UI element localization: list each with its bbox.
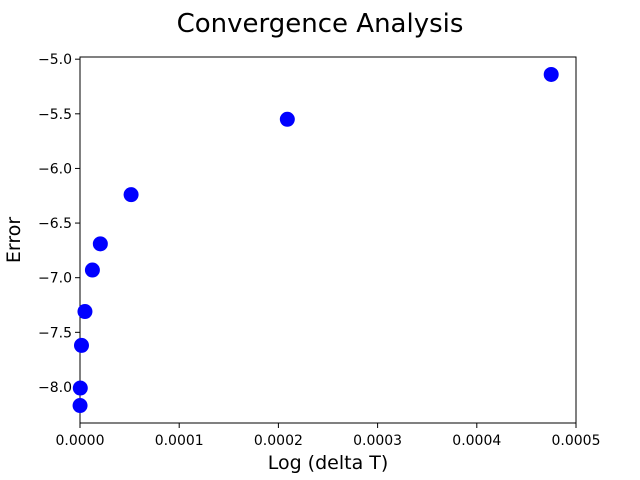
y-tick-label: −8.0 — [38, 380, 72, 396]
data-points — [72, 66, 559, 414]
scatter-point — [77, 304, 93, 320]
chart-title: Convergence Analysis — [177, 9, 464, 39]
y-tick-label: −7.5 — [38, 325, 72, 341]
x-tick-label: 0.0001 — [155, 433, 204, 449]
scatter-point — [279, 111, 295, 127]
scatter-point — [123, 187, 139, 203]
scatter-point — [92, 236, 108, 252]
x-tick-label: 0.0004 — [452, 433, 501, 449]
y-tick-label: −7.0 — [38, 271, 72, 287]
y-tick-label: −5.0 — [38, 52, 72, 68]
y-tick-label: −6.0 — [38, 161, 72, 177]
scatter-point — [72, 380, 88, 396]
x-axis-ticks: 0.0000 0.0001 0.0002 0.0003 0.0004 0.0005 — [56, 423, 601, 449]
y-tick-label: −5.5 — [38, 107, 72, 123]
x-tick-label: 0.0000 — [56, 433, 105, 449]
scatter-point — [73, 337, 89, 353]
scatter-point — [84, 262, 100, 278]
x-axis-label: Log (delta T) — [268, 452, 389, 474]
x-tick-label: 0.0003 — [353, 433, 402, 449]
y-axis-label: Error — [3, 217, 25, 264]
scatter-point — [72, 398, 88, 414]
y-tick-label: −6.5 — [38, 216, 72, 232]
x-tick-label: 0.0005 — [552, 433, 601, 449]
scatter-point — [543, 66, 559, 82]
y-axis-ticks: −8.0 −7.5 −7.0 −6.5 −6.0 −5.5 −5.0 — [38, 52, 80, 396]
plot-area-frame — [79, 56, 577, 424]
x-tick-label: 0.0002 — [254, 433, 303, 449]
